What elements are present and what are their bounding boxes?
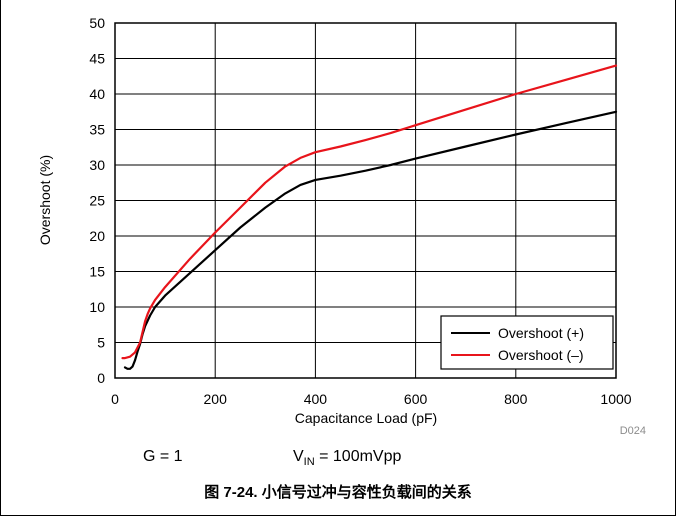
y-tick-label: 5 (97, 335, 105, 351)
y-tick-label: 45 (89, 51, 105, 67)
y-tick-label: 35 (89, 122, 105, 138)
x-tick-label: 800 (504, 391, 528, 407)
y-tick-label: 30 (89, 157, 105, 173)
grid-lines (115, 23, 616, 378)
series-line-overshoot-neg (121, 64, 618, 360)
x-tick-label: 200 (204, 391, 228, 407)
y-tick-label: 50 (89, 15, 105, 31)
gain-condition: G = 1 (143, 448, 183, 466)
legend-box (440, 315, 614, 370)
x-tick-label: 400 (304, 391, 328, 407)
series-lines (121, 64, 618, 370)
vin-condition: VIN = 100mVpp (293, 448, 401, 468)
x-axis-label: Capacitance Load (pF) (295, 410, 437, 426)
vin-symbol: V (293, 448, 304, 465)
figure-code: D024 (620, 425, 646, 437)
x-tick-label: 1000 (600, 391, 631, 407)
legend-label-overshoot-neg: Overshoot (–) (498, 347, 584, 363)
y-tick-label: 10 (89, 299, 105, 315)
legend: Overshoot (+) Overshoot (–) (440, 315, 614, 370)
gain-text: G = 1 (143, 448, 183, 465)
y-tick-labels: 0 5 10 15 20 25 30 35 40 45 50 (89, 15, 105, 386)
vin-value: = 100mVpp (314, 448, 402, 465)
x-tick-label: 600 (404, 391, 428, 407)
x-tick-labels: 0 200 400 600 800 1000 (111, 391, 632, 407)
y-tick-label: 40 (89, 86, 105, 102)
figure-caption: 图 7-24. 小信号过冲与容性负载间的关系 (204, 484, 472, 501)
y-tick-label: 25 (89, 193, 105, 209)
y-tick-label: 20 (89, 228, 105, 244)
y-tick-label: 15 (89, 264, 105, 280)
y-tick-label: 0 (97, 370, 105, 386)
series-line-overshoot-pos (123, 110, 618, 370)
x-tick-label: 0 (111, 391, 119, 407)
y-axis-label: Overshoot (%) (37, 155, 53, 245)
overshoot-chart: 0 5 10 15 20 25 30 35 40 45 50 0 200 400 600 800 1000 C… (37, 15, 646, 437)
vin-subscript: IN (303, 456, 315, 469)
legend-label-overshoot-pos: Overshoot (+) (498, 325, 584, 341)
